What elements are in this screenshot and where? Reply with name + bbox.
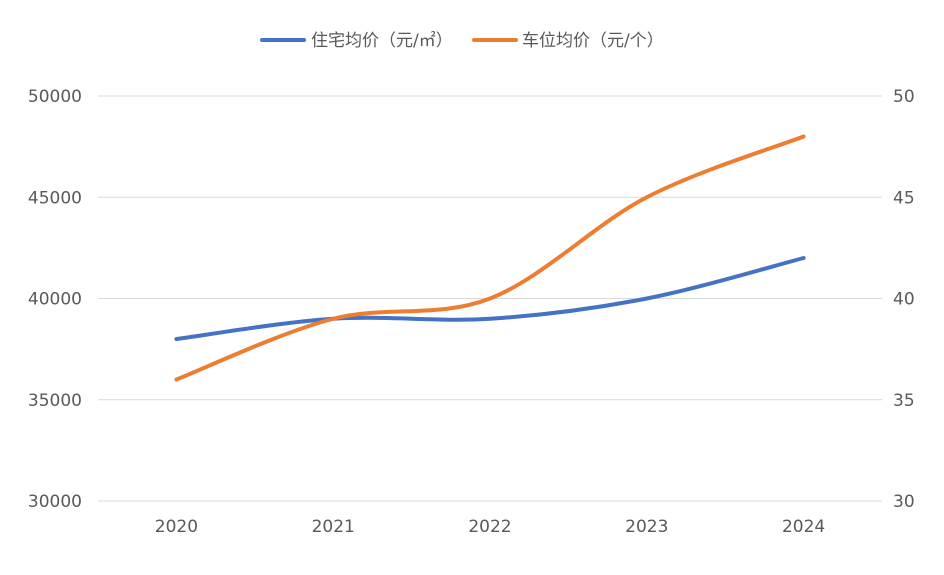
x-tick-label: 2022	[468, 517, 511, 537]
y-left-tick-label: 35000	[28, 391, 82, 411]
y-right-tick-label: 50	[893, 87, 915, 107]
legend-label-2: 车位均价（元/个）	[522, 31, 664, 51]
y-right-tick-label: 40	[893, 290, 915, 310]
series-line-1	[174, 256, 806, 341]
y-axis-right: 30 35 40 45 50	[893, 87, 915, 512]
y-left-tick-label: 40000	[28, 290, 82, 310]
x-axis: 2020 2021 2022 2023 2024	[155, 517, 825, 537]
x-tick-label: 2021	[312, 517, 355, 537]
series-lines	[174, 134, 806, 382]
x-tick-label: 2024	[782, 517, 825, 537]
y-left-tick-label: 30000	[28, 492, 82, 512]
y-right-tick-label: 45	[893, 188, 915, 208]
y-left-tick-label: 50000	[28, 87, 82, 107]
series-line-2	[174, 134, 806, 382]
legend-label-1: 住宅均价（元/㎡）	[311, 31, 453, 51]
y-axis-left: 30000 35000 40000 45000 50000	[28, 87, 82, 512]
y-right-tick-label: 35	[893, 391, 915, 411]
x-tick-label: 2020	[155, 517, 198, 537]
legend: 住宅均价（元/㎡） 车位均价（元/个）	[260, 31, 664, 51]
y-left-tick-label: 45000	[28, 188, 82, 208]
x-tick-label: 2023	[625, 517, 668, 537]
y-right-tick-label: 30	[893, 492, 915, 512]
